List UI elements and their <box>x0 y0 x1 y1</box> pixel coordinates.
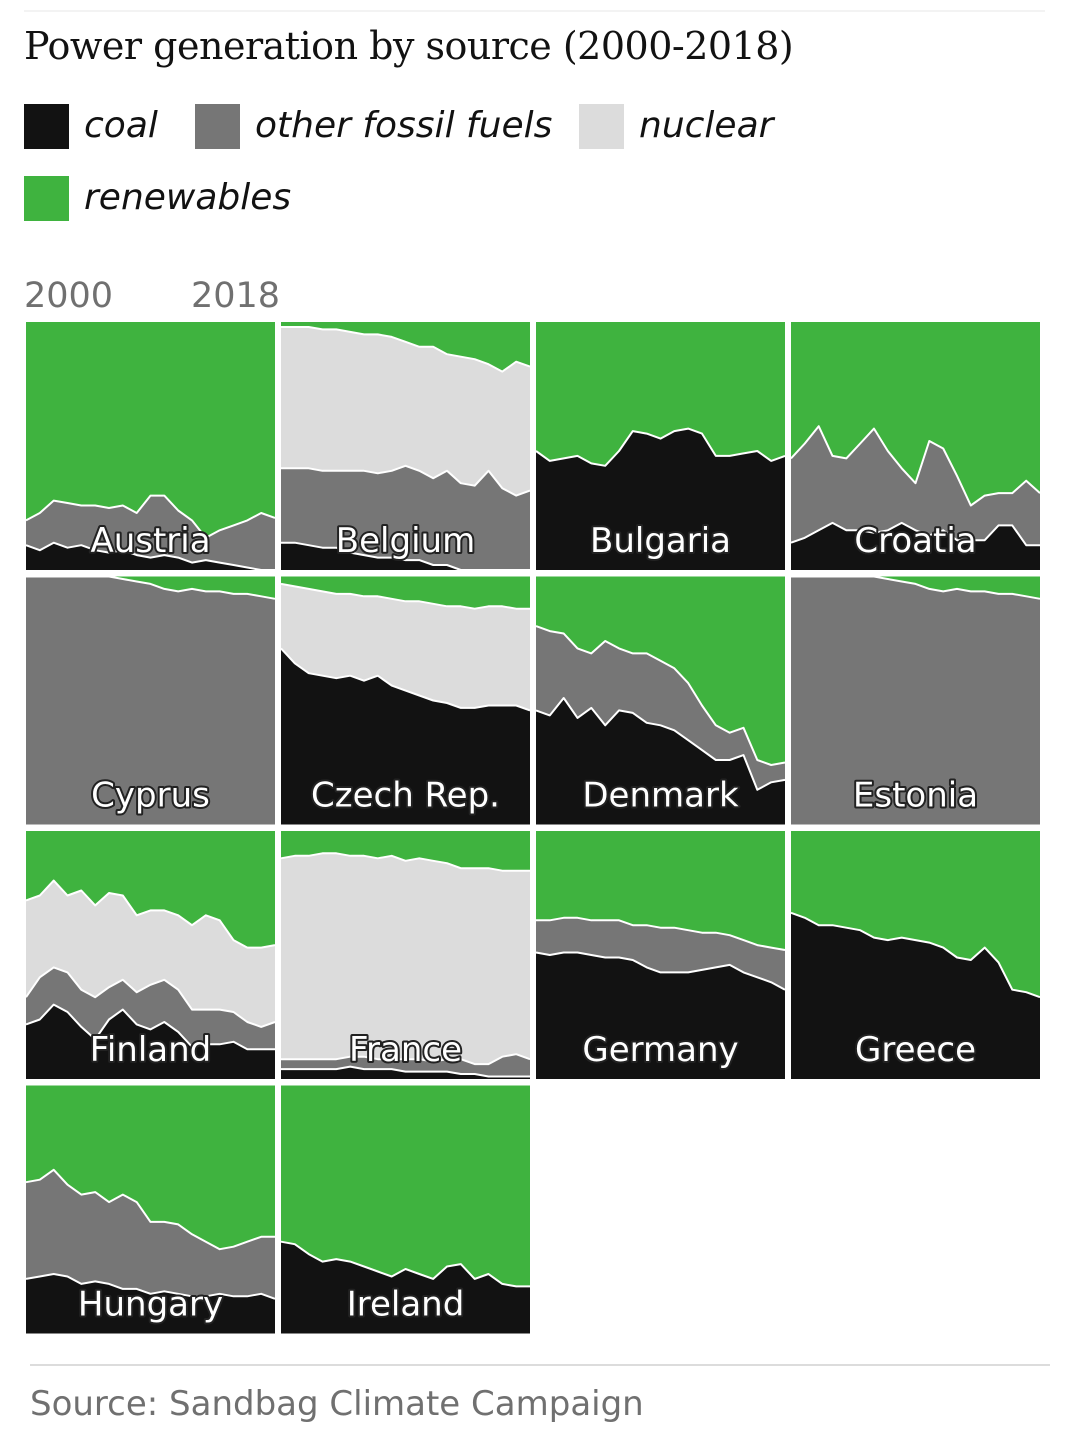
area-ireland-coal <box>281 1241 530 1334</box>
source-note: Source: Sandbag Climate Campaign <box>30 1384 644 1424</box>
panel-label-austria: Austria <box>90 521 210 561</box>
boundary-line-czech-rep <box>280 582 530 610</box>
axis-end-year: 2018 <box>191 276 281 316</box>
area-austria-coal <box>26 542 275 570</box>
boundary-line-bulgaria <box>535 427 786 467</box>
panel-cyprus: Cyprus <box>26 575 276 825</box>
legend-swatch-coal <box>24 104 69 149</box>
boundary-line-czech-rep <box>280 647 531 712</box>
boundary-line-finland <box>25 1003 275 1051</box>
boundary-line-finland <box>25 879 276 949</box>
area-belgium-other-fossil-fuels <box>281 465 530 570</box>
panel-france: France <box>280 831 531 1079</box>
area-croatia-coal <box>791 522 1040 570</box>
panel-label-hungary: Hungary <box>78 1285 223 1325</box>
legend-label-other-fossil-fuels: other fossil fuels <box>255 105 553 146</box>
panel-ireland: Ireland <box>280 1085 530 1334</box>
panel-label-germany: Germany <box>582 1030 738 1070</box>
legend-swatch-other-fossil-fuels <box>195 104 240 149</box>
panel-label-croatia: Croatia <box>854 521 976 561</box>
panel-greece: Greece <box>790 831 1041 1079</box>
boundary-line-croatia <box>790 521 1040 547</box>
area-denmark-coal <box>536 698 785 825</box>
boundary-line-austria <box>25 541 275 571</box>
panel-estonia: Estonia <box>791 575 1041 825</box>
panel-croatia: Croatia <box>790 322 1041 570</box>
boundary-line-croatia <box>790 425 1041 507</box>
axis-start-year: 2000 <box>24 276 114 316</box>
legend-swatch-nuclear <box>579 104 624 149</box>
area-finland-coal <box>26 1004 275 1079</box>
panel-label-denmark: Denmark <box>582 776 739 816</box>
boundary-line-estonia <box>791 575 1041 600</box>
panel-bulgaria: Bulgaria <box>535 322 786 570</box>
panel-label-estonia: Estonia <box>853 776 978 816</box>
boundary-line-austria <box>25 494 276 539</box>
chart-title: Power generation by source (2000-2018) <box>24 24 794 68</box>
legend-label-coal: coal <box>84 105 158 146</box>
area-estonia-other-fossil-fuels <box>791 576 1040 825</box>
area-bulgaria-coal <box>536 428 785 570</box>
legend-swatch-renewables <box>24 176 69 221</box>
boundary-line-cyprus <box>26 575 276 600</box>
boundary-line-denmark <box>535 697 786 791</box>
area-cyprus-other-fossil-fuels <box>26 576 275 825</box>
area-czech-rep-coal <box>281 648 530 825</box>
boundary-line-hungary <box>25 1168 275 1251</box>
panel-denmark: Denmark <box>535 576 786 825</box>
panel-label-cyprus: Cyprus <box>91 776 210 816</box>
boundary-line-germany <box>535 951 786 991</box>
small-multiples-grid: Austria Belgium Bulgaria Croatia Cyprus Czech… <box>25 322 1041 1334</box>
panel-belgium: Belgium <box>281 322 531 571</box>
boundary-line-belgium <box>281 541 530 571</box>
boundary-line-denmark <box>535 625 786 766</box>
panel-finland: Finland <box>25 831 276 1079</box>
panel-label-france: France <box>349 1030 462 1070</box>
panel-label-belgium: Belgium <box>336 521 475 561</box>
boundary-line-belgium <box>281 464 531 497</box>
area-france-nuclear <box>281 853 530 1079</box>
area-france-coal <box>281 1066 530 1079</box>
boundary-line-france <box>281 1065 530 1078</box>
boundary-line-france <box>280 852 530 872</box>
panel-label-ireland: Ireland <box>347 1285 465 1325</box>
panel-label-greece: Greece <box>855 1030 976 1070</box>
panel-hungary: Hungary <box>25 1085 276 1334</box>
legend-label-nuclear: nuclear <box>639 105 774 146</box>
boundary-line-germany <box>536 916 786 951</box>
panel-austria: Austria <box>25 322 276 571</box>
boundary-line-greece <box>790 911 1041 999</box>
boundary-line-finland <box>25 966 276 1028</box>
area-hungary-coal <box>26 1274 275 1334</box>
panel-label-czech-rep: Czech Rep. <box>311 776 500 816</box>
legend-label-renewables: renewables <box>84 177 292 218</box>
boundary-line-france <box>281 1053 531 1066</box>
area-germany-coal <box>536 952 785 1079</box>
top-rule <box>24 10 1045 12</box>
boundary-line-belgium <box>281 326 531 373</box>
panel-label-bulgaria: Bulgaria <box>590 521 731 561</box>
panel-label-finland: Finland <box>90 1030 212 1070</box>
area-belgium-coal <box>281 542 530 570</box>
boundary-line-hungary <box>25 1273 276 1300</box>
boundary-line-ireland <box>280 1240 530 1288</box>
panel-germany: Germany <box>535 831 786 1079</box>
bottom-rule <box>30 1364 1050 1366</box>
panel-czech-rep: Czech Rep. <box>280 576 531 825</box>
